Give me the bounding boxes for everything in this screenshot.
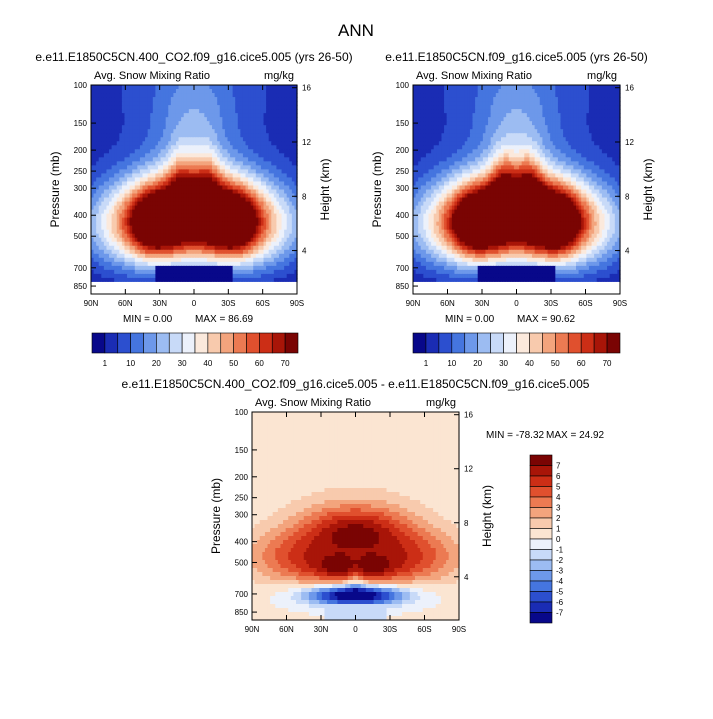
colorbar-box xyxy=(156,333,169,353)
x-tick-label: 60S xyxy=(256,299,270,308)
y-tick-label: 250 xyxy=(74,167,88,176)
max-label: MAX = 86.69 xyxy=(195,314,254,325)
y-axis-label: Pressure (mb) xyxy=(48,151,62,227)
colorbar-box xyxy=(92,333,105,353)
heatmap-cells xyxy=(413,85,621,295)
colorbar-box xyxy=(208,333,221,353)
colorbar-box xyxy=(195,333,208,353)
y-right-tick-label: 4 xyxy=(302,247,307,256)
y-tick-label: 200 xyxy=(74,146,88,155)
colorbar-box xyxy=(105,333,118,353)
y-right-tick-label: 16 xyxy=(302,84,311,93)
colorbar-label: 70 xyxy=(281,359,290,368)
colorbar-box xyxy=(285,333,298,353)
colorbar-box xyxy=(272,333,285,353)
colorbar-label: 50 xyxy=(229,359,238,368)
y-tick-label: 300 xyxy=(74,184,88,193)
y-tick-label: 100 xyxy=(74,81,88,90)
colorbar-box xyxy=(144,333,157,353)
y-tick-label: 500 xyxy=(74,232,88,241)
x-tick-label: 30S xyxy=(221,299,235,308)
colorbar-box xyxy=(169,333,182,353)
panel-title: e.e11.E1850C5CN.f09_g16.cice5.005 (yrs 2… xyxy=(385,50,648,64)
x-tick-label: 0 xyxy=(192,299,197,308)
panel-subtitle-left: Avg. Snow Mixing Ratio xyxy=(94,70,210,82)
colorbar-box xyxy=(234,333,247,353)
x-tick-label: 90N xyxy=(84,299,99,308)
x-tick-label: 30N xyxy=(152,299,167,308)
colorbar-label: 1 xyxy=(103,359,108,368)
y-tick-label: 700 xyxy=(74,264,88,273)
colorbar-box xyxy=(131,333,144,353)
colorbar-label: 30 xyxy=(178,359,187,368)
colorbar-box xyxy=(182,333,195,353)
colorbar-box xyxy=(259,333,272,353)
colorbar: 1 10 20 30 40 50 60 70 xyxy=(92,333,298,368)
panel-subtitle-right: mg/kg xyxy=(264,70,294,82)
y-right-axis-label: Height (km) xyxy=(318,158,332,220)
panel-subtitle-right: mg/kg xyxy=(587,70,617,82)
y-tick-label: 850 xyxy=(74,282,88,291)
panel-subtitle-left: Avg. Snow Mixing Ratio xyxy=(416,70,532,82)
min-label: MIN = 0.00 xyxy=(123,314,173,325)
x-tick-label: 60N xyxy=(118,299,133,308)
y-tick-label: 150 xyxy=(74,119,88,128)
figure-title: ANN xyxy=(338,21,374,40)
colorbar-label: 20 xyxy=(152,359,161,368)
y-right-tick-label: 12 xyxy=(302,138,311,147)
y-right-tick-label: 8 xyxy=(302,192,307,201)
colorbar-box xyxy=(247,333,260,353)
panel-p1: e.e11.E1850C5CN.400_CO2.f09_g16.cice5.00… xyxy=(35,50,352,368)
panel-p2: e.e11.E1850C5CN.f09_g16.cice5.005 (yrs 2… xyxy=(370,50,655,368)
colorbar-box xyxy=(118,333,131,353)
colorbar-label: 60 xyxy=(255,359,264,368)
colorbar-label: 40 xyxy=(203,359,212,368)
colorbar-box xyxy=(221,333,234,353)
colorbar-label: 10 xyxy=(126,359,135,368)
y-tick-label: 400 xyxy=(74,211,88,220)
x-tick-label: 90S xyxy=(290,299,304,308)
panel-title: e.e11.E1850C5CN.400_CO2.f09_g16.cice5.00… xyxy=(35,50,352,64)
heatmap-cells xyxy=(91,85,298,295)
